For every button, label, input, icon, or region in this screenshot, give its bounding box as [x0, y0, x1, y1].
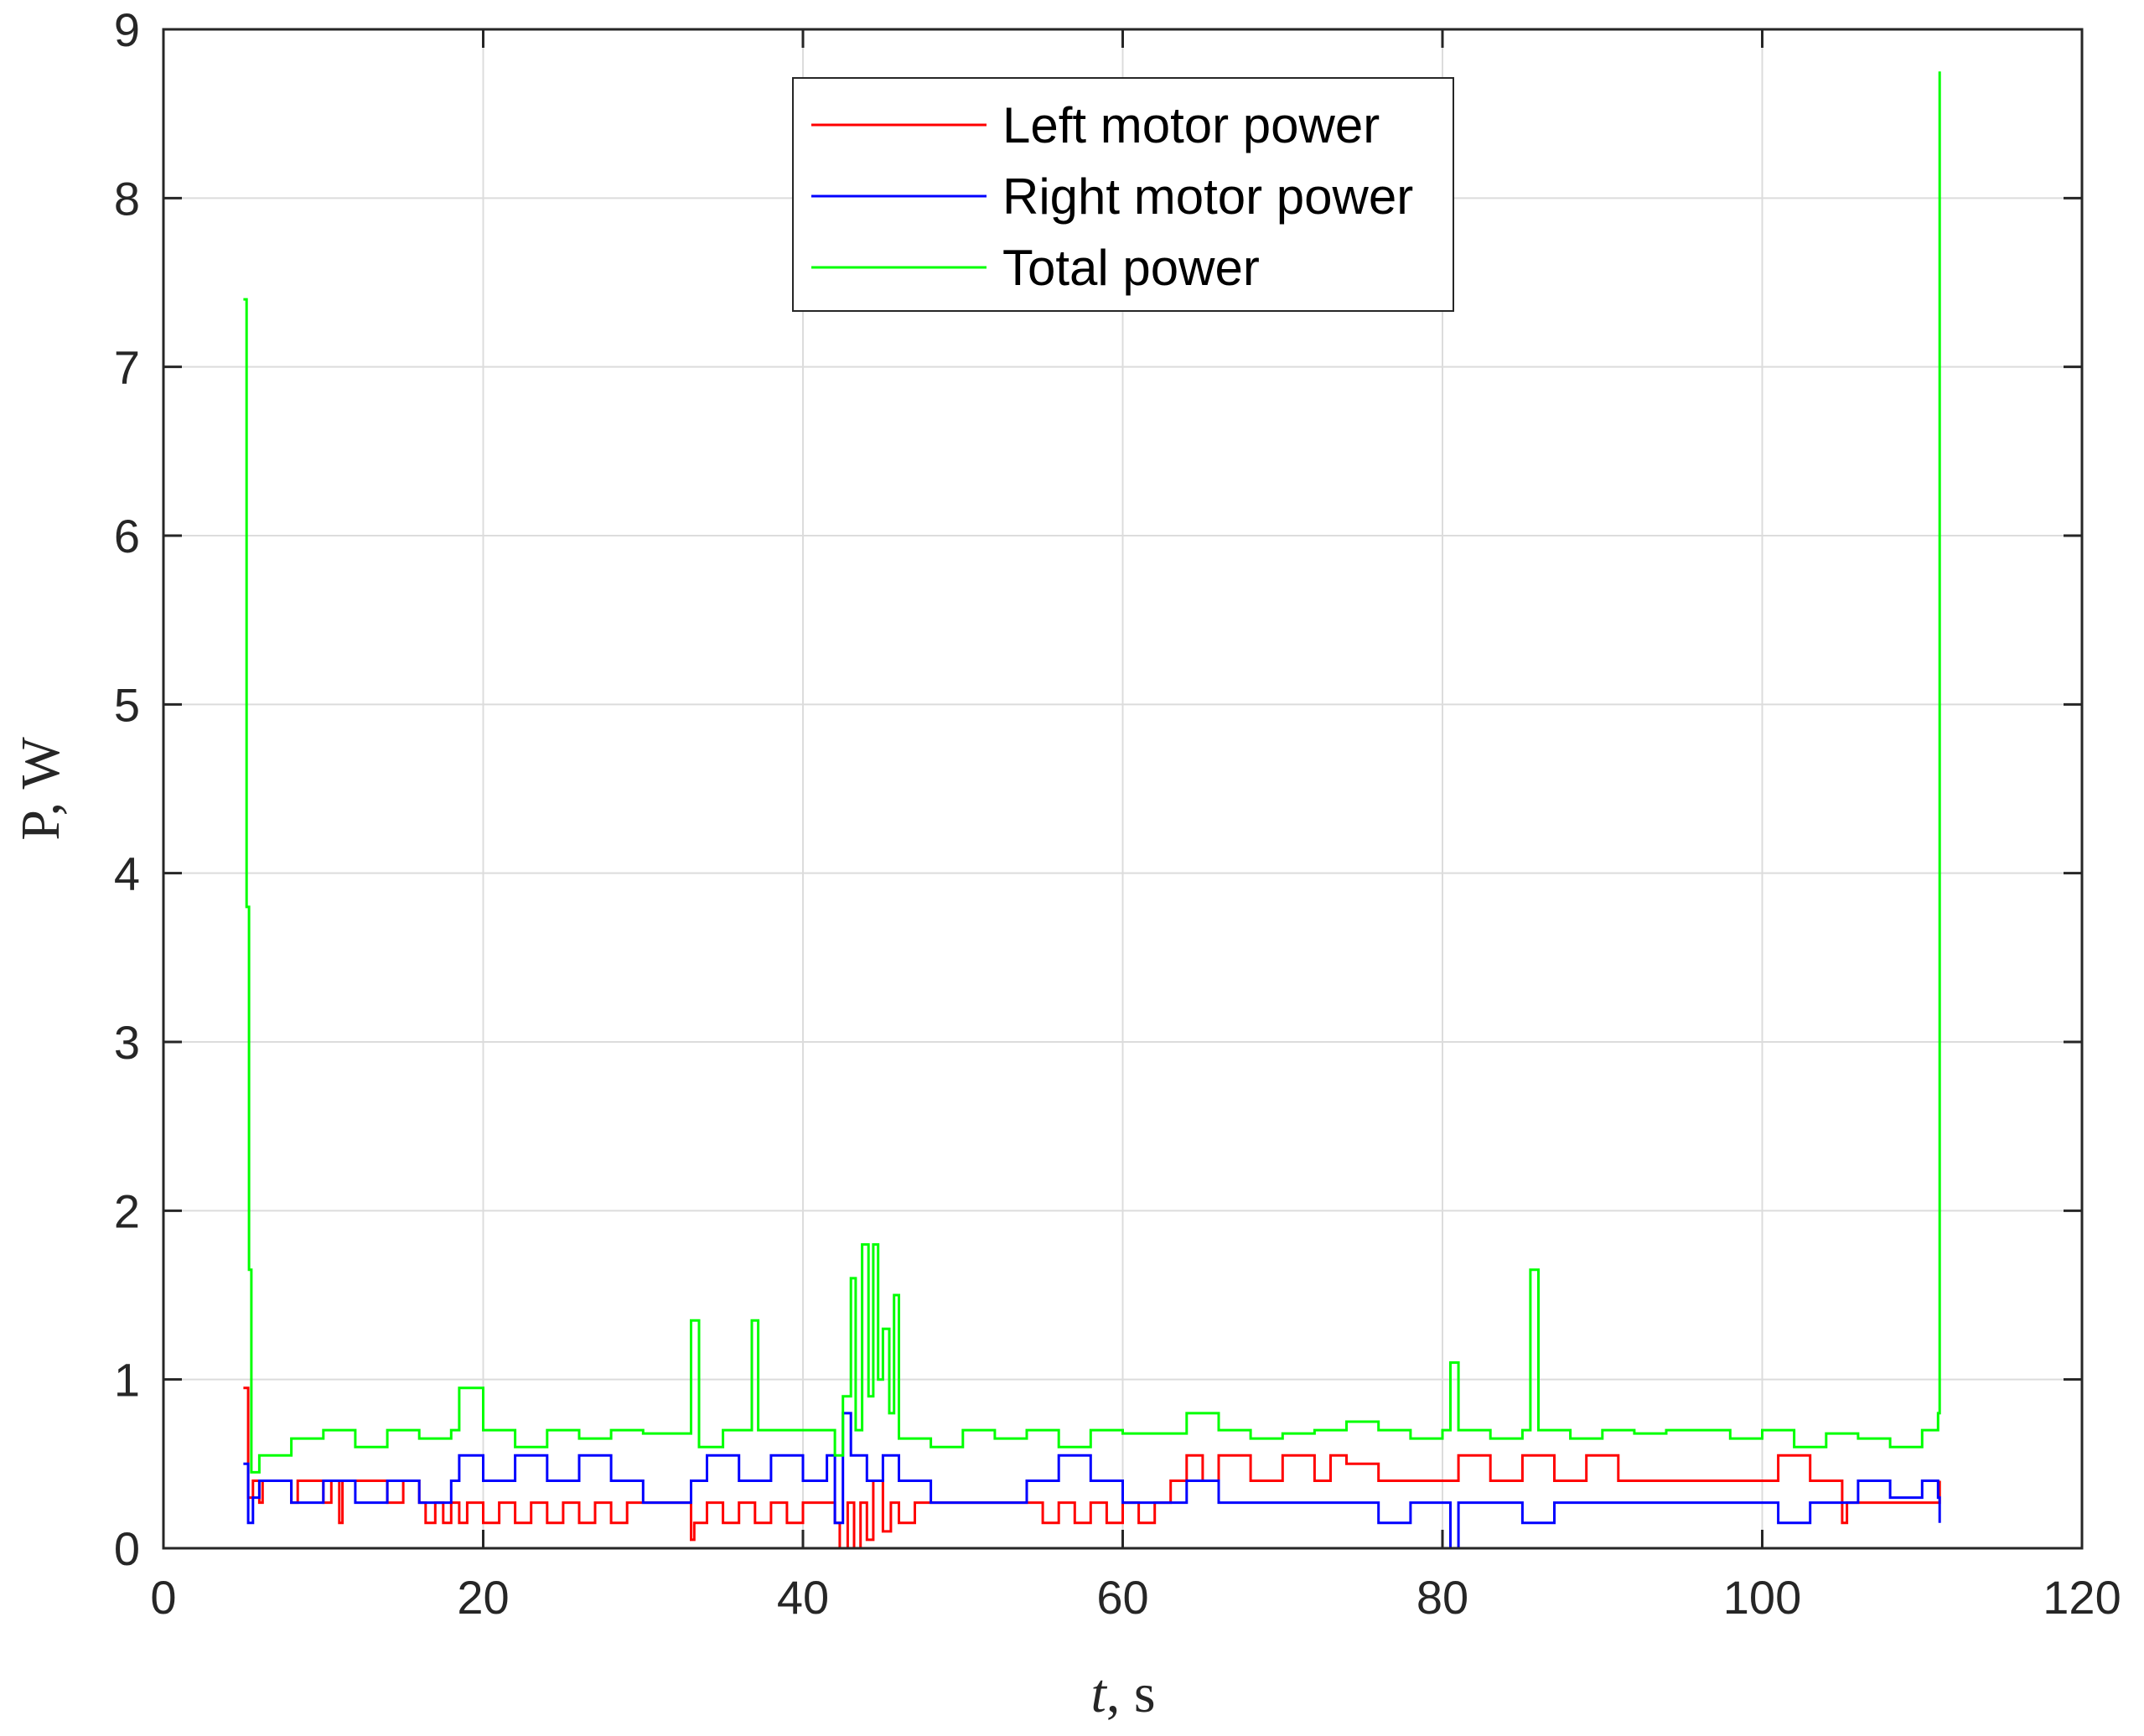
legend-box	[792, 77, 1454, 312]
y-tick-label: 5	[114, 678, 140, 731]
legend-label-total: Total power	[1002, 240, 1260, 296]
x-tick-label: 40	[777, 1571, 829, 1624]
y-tick-label: 1	[114, 1354, 140, 1407]
y-tick-label: 2	[114, 1184, 140, 1237]
x-tick-label: 120	[2043, 1571, 2121, 1624]
y-tick-label: 9	[114, 3, 140, 56]
y-tick-label: 3	[114, 1016, 140, 1069]
tick-labels: 0 20 40 60 80 100 120 0 1 2 3 4 5 6 7 8 9	[114, 3, 2121, 1624]
series-line-right-motor-power	[243, 1412, 1941, 1550]
x-tick-label: 100	[1723, 1571, 1801, 1624]
y-tick-label: 0	[114, 1522, 140, 1575]
x-tick-label: 20	[457, 1571, 509, 1624]
y-tick-label: 6	[114, 510, 140, 562]
x-tick-label: 80	[1416, 1571, 1468, 1624]
x-tick-label: 60	[1096, 1571, 1148, 1624]
legend: Left motor power Right motor power Total…	[792, 77, 1454, 312]
legend-label-left-motor: Left motor power	[1002, 97, 1380, 153]
y-tick-label: 8	[114, 172, 140, 225]
legend-label-right-motor: Right motor power	[1002, 168, 1413, 225]
x-axis-label: t, s	[1090, 1663, 1155, 1724]
y-axis-label: P, W	[10, 737, 71, 841]
x-tick-label: 0	[150, 1571, 176, 1624]
series-line-left-motor-power	[243, 1386, 1941, 1550]
x-axis-label-var: t	[1090, 1663, 1107, 1724]
y-tick-label: 4	[114, 847, 140, 900]
series-layer	[243, 71, 1941, 1550]
y-tick-label: 7	[114, 341, 140, 394]
axis-ticks	[162, 28, 2084, 1550]
x-axis-label-unit: , s	[1106, 1663, 1156, 1724]
series-line-total-power	[243, 71, 1941, 1474]
